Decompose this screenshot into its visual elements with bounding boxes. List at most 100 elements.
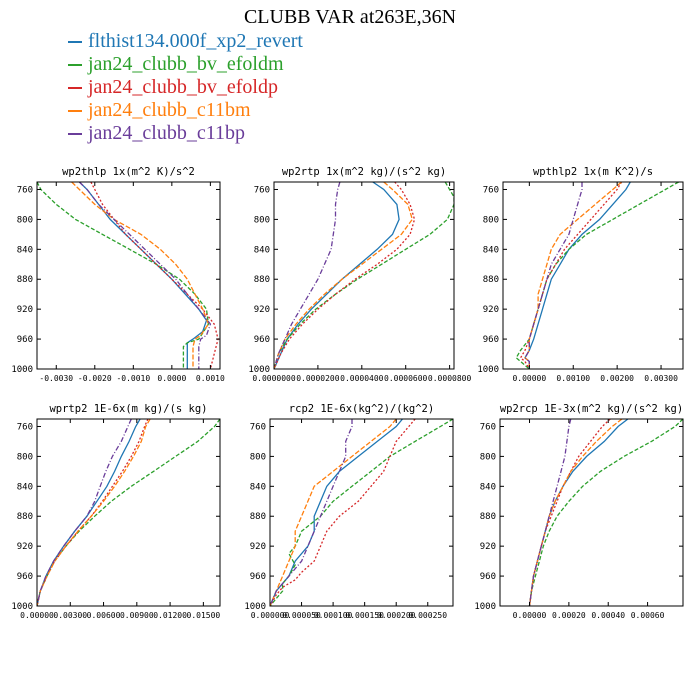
chart-title: wp2rtp 1x(m^2 kg)/(s^2 kg) [282, 166, 446, 178]
y-tick-label: 1000 [474, 602, 496, 612]
x-tick-label: 0.00060 [631, 611, 665, 620]
series-line [528, 419, 611, 606]
chart-panel: wpthlp2 1x(m K^2)/s 760 800 840 880 920 960 100… [477, 166, 684, 383]
x-tick-label: 0.000150 [345, 611, 384, 620]
y-tick-label: 760 [483, 185, 499, 195]
y-tick-label: 840 [254, 245, 270, 255]
x-tick-label: 0.000050 [282, 611, 321, 620]
plot-frame [269, 418, 454, 607]
chart-title: rcp2 1E-6x(kg^2)/(kg^2) [289, 403, 434, 415]
y-tick-label: 920 [250, 542, 266, 552]
chart-title: wp2rcp 1E-3x(m^2 kg)/(s^2 kg) [500, 403, 683, 415]
x-tick-label: 0.0000000 [252, 374, 296, 383]
legend-label: flthist134.000f_xp2_revert [88, 30, 303, 52]
series-line [270, 419, 397, 606]
series-line [37, 419, 132, 606]
series-line [528, 419, 683, 606]
x-tick-label: 0.00000 [512, 374, 546, 383]
legend-swatch [68, 132, 82, 135]
y-tick-label: 800 [254, 215, 270, 225]
x-tick-label: 0.00100 [556, 374, 590, 383]
x-tick-label: 0.0010 [196, 374, 225, 383]
y-tick-label: 1000 [477, 365, 499, 375]
plot-frame [502, 181, 684, 370]
series-line [519, 182, 623, 369]
y-tick-label: 800 [17, 215, 33, 225]
plot-frame [36, 418, 221, 607]
series-line [528, 419, 572, 606]
y-tick-label: 760 [480, 422, 496, 432]
y-tick-label: 800 [250, 452, 266, 462]
legend-item: flthist134.000f_xp2_revert [68, 30, 303, 53]
series-line [37, 419, 151, 606]
chart-title: wpthlp2 1x(m K^2)/s [533, 166, 653, 178]
y-tick-label: 840 [17, 245, 33, 255]
x-tick-label: 0.00900 [120, 611, 154, 620]
y-tick-label: 960 [254, 335, 270, 345]
x-tick-label: 0.000100 [314, 611, 353, 620]
x-tick-label: 0.0000400 [340, 374, 384, 383]
legend-label: jan24_clubb_c11bp [88, 122, 246, 144]
x-tick-label: 0.00040 [591, 611, 625, 620]
y-tick-label: 1000 [244, 602, 266, 612]
legend-item: jan24_clubb_bv_efoldp [68, 76, 303, 99]
legend-swatch [68, 63, 82, 66]
y-tick-label: 880 [483, 275, 499, 285]
series-line [37, 419, 149, 606]
legend-swatch [68, 86, 82, 89]
legend: flthist134.000f_xp2_revert jan24_clubb_b… [68, 30, 303, 145]
y-tick-label: 880 [480, 512, 496, 522]
chart-panel: wp2thlp 1x(m^2 K)/s^2 760 800 840 880 920 960 1… [11, 166, 225, 383]
series-line [524, 182, 583, 369]
y-tick-label: 1000 [248, 365, 270, 375]
y-tick-label: 920 [17, 542, 33, 552]
series-line [78, 182, 208, 369]
series-line [78, 182, 212, 369]
y-tick-label: 800 [17, 452, 33, 462]
x-tick-label: 0.000000 [251, 611, 290, 620]
chart-title: wprtp2 1E-6x(m kg)/(s kg) [49, 403, 207, 415]
x-tick-label: 0.000200 [377, 611, 416, 620]
chart-panel: wp2rcp 1E-3x(m^2 kg)/(s^2 kg) 760 800 840 88… [474, 403, 684, 620]
legend-swatch [68, 109, 82, 112]
x-tick-label: -0.0020 [78, 374, 112, 383]
x-tick-label: 0.0000 [157, 374, 186, 383]
series-line [37, 182, 210, 369]
series-line [270, 419, 453, 606]
legend-item: jan24_clubb_c11bp [68, 122, 303, 145]
y-tick-label: 920 [17, 305, 33, 315]
y-tick-label: 960 [17, 572, 33, 582]
y-tick-label: 800 [483, 215, 499, 225]
legend-label: jan24_clubb_bv_efoldm [88, 53, 284, 75]
plot-frame [36, 181, 221, 370]
y-tick-label: 920 [480, 542, 496, 552]
chart-title: wp2thlp 1x(m^2 K)/s^2 [62, 166, 195, 178]
legend-label: jan24_clubb_bv_efoldp [88, 76, 278, 98]
y-tick-label: 800 [480, 452, 496, 462]
legend-item: jan24_clubb_bv_efoldm [68, 53, 303, 76]
series-line [274, 182, 454, 369]
y-tick-label: 760 [250, 422, 266, 432]
x-tick-label: 0.00000 [20, 611, 54, 620]
y-tick-label: 920 [254, 305, 270, 315]
legend-label: jan24_clubb_c11bm [88, 99, 251, 121]
y-tick-label: 880 [17, 512, 33, 522]
x-tick-label: 0.00020 [552, 611, 586, 620]
y-tick-label: 960 [250, 572, 266, 582]
y-tick-label: 760 [17, 185, 33, 195]
series-line [528, 419, 629, 606]
series-line [270, 419, 416, 606]
chart-panel: rcp2 1E-6x(kg^2)/(kg^2) 760 800 840 880 920 96… [244, 403, 454, 620]
x-tick-label: 0.0000200 [296, 374, 340, 383]
x-tick-label: 0.00600 [87, 611, 121, 620]
x-tick-label: 0.0000800 [428, 374, 472, 383]
y-tick-label: 880 [254, 275, 270, 285]
legend-swatch [68, 40, 82, 43]
legend-item: jan24_clubb_c11bm [68, 99, 303, 122]
chart-panel: wprtp2 1E-6x(m kg)/(s kg) 760 800 840 880 920… [11, 403, 221, 620]
x-tick-label: 0.000250 [408, 611, 447, 620]
series-line [37, 419, 220, 606]
x-tick-label: 0.00200 [600, 374, 634, 383]
y-tick-label: 840 [250, 482, 266, 492]
